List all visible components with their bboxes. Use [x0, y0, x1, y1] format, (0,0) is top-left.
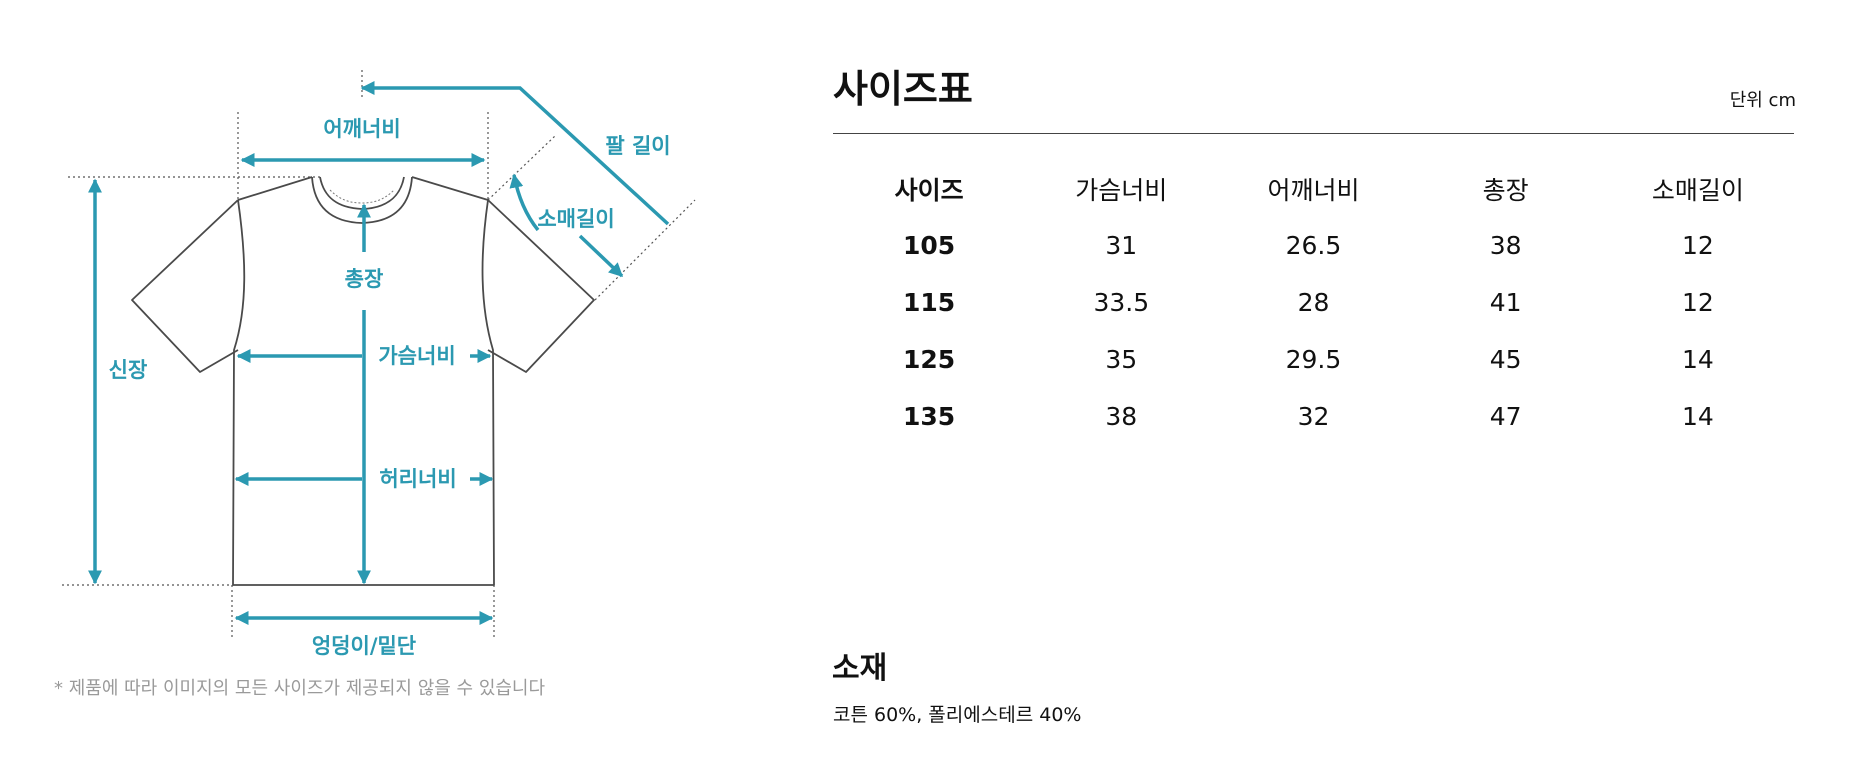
cell-sleeve-length: 12: [1681, 288, 1714, 317]
header-chest-width: 가슴너비: [1075, 175, 1168, 205]
cell-chest-width: 33.5: [1093, 288, 1150, 317]
tshirt-outline: [131, 176, 595, 586]
cell-shoulder-width: 29.5: [1285, 345, 1342, 374]
cell-shoulder-width: 26.5: [1285, 231, 1342, 260]
cell-shoulder-width: 28: [1297, 288, 1330, 317]
label-arm-length: 팔 길이: [605, 134, 670, 158]
cell-total-length: 47: [1489, 402, 1522, 431]
cell-size: 115: [903, 288, 956, 317]
cell-sleeve-length: 12: [1681, 231, 1714, 260]
cell-total-length: 45: [1489, 345, 1522, 374]
cell-size: 105: [903, 231, 956, 260]
label-waist-width: 허리너비: [379, 467, 456, 491]
cell-size: 125: [903, 345, 956, 374]
header-total-length: 총장: [1482, 175, 1529, 205]
label-chest-width: 가슴너비: [378, 344, 455, 368]
title-divider: [833, 133, 1794, 134]
tshirt-measurement-diagram: 팔 길이 어깨너비 소매길이 총장 신장 가슴너비 허리너비 엉덩이/밑단: [62, 70, 696, 658]
table-row: 125 35 29.5 45 14: [833, 331, 1794, 388]
cell-chest-width: 35: [1105, 345, 1138, 374]
neckline-stitch: [329, 189, 395, 204]
cell-chest-width: 38: [1105, 402, 1138, 431]
measurement-arrows: [88, 81, 670, 625]
label-shoulder-width: 어깨너비: [323, 117, 400, 141]
material-title: 소재: [832, 651, 888, 686]
label-height: 신장: [109, 358, 148, 382]
cell-chest-width: 31: [1105, 231, 1138, 260]
size-chart-title: 사이즈표: [833, 67, 973, 111]
header-size: 사이즈: [894, 175, 964, 205]
guide-lines: [62, 70, 696, 640]
material-composition: 코튼 60%, 폴리에스테르 40%: [833, 704, 1082, 726]
table-row: 135 38 32 47 14: [833, 388, 1794, 445]
unit-label: 단위 cm: [1729, 90, 1796, 111]
cell-total-length: 38: [1489, 231, 1522, 260]
header-shoulder-width: 어깨너비: [1267, 175, 1360, 205]
label-total-length: 총장: [345, 267, 384, 291]
table-row: 105 31 26.5 38 12: [833, 217, 1794, 274]
cell-sleeve-length: 14: [1681, 402, 1714, 431]
cell-total-length: 41: [1489, 288, 1522, 317]
label-sleeve-length: 소매길이: [537, 207, 614, 231]
table-row: 115 33.5 28 41 12: [833, 274, 1794, 331]
cell-sleeve-length: 14: [1681, 345, 1714, 374]
size-table: 사이즈 가슴너비 어깨너비 총장 소매길이 105 31 26.5 38 12 …: [833, 160, 1794, 445]
cell-shoulder-width: 32: [1297, 402, 1330, 431]
label-hem-width: 엉덩이/밑단: [312, 634, 416, 658]
header-sleeve-length: 소매길이: [1651, 175, 1744, 205]
size-disclaimer-note: * 제품에 따라 이미지의 모든 사이즈가 제공되지 않을 수 있습니다: [54, 678, 546, 699]
cell-size: 135: [903, 402, 956, 431]
table-header-row: 사이즈 가슴너비 어깨너비 총장 소매길이: [833, 160, 1794, 217]
